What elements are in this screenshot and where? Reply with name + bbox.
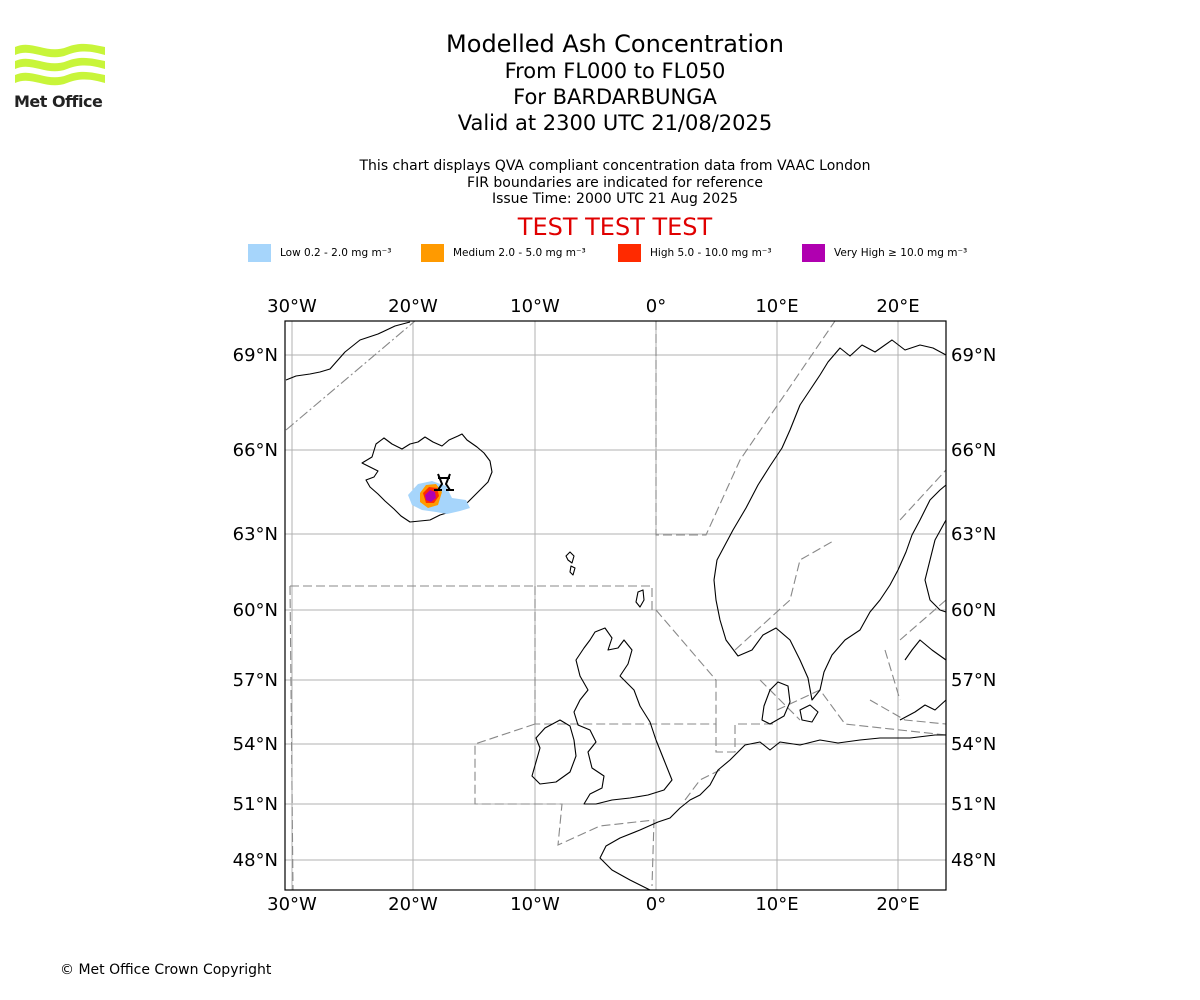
lat-label-66n: 66°N xyxy=(951,440,996,461)
lon-label-20e: 20°E xyxy=(876,296,919,317)
map-gridlines xyxy=(285,321,946,890)
met-office-logo xyxy=(15,43,105,86)
lon-label-20e: 20°E xyxy=(876,894,919,915)
subtitle-valid-time: Valid at 2300 UTC 21/08/2025 xyxy=(457,111,773,135)
subtitle-levels: From FL000 to FL050 xyxy=(504,59,726,83)
lat-label-63n: 63°N xyxy=(233,524,278,545)
lon-label-10e: 10°E xyxy=(755,894,798,915)
lon-label-30w: 30°W xyxy=(267,894,317,915)
legend-label-low: Low 0.2 - 2.0 mg m⁻³ xyxy=(280,247,392,259)
fir-boundaries xyxy=(285,320,947,891)
copyright: © Met Office Crown Copyright xyxy=(60,962,272,978)
volcano-icon xyxy=(434,473,454,491)
lat-label-51n: 51°N xyxy=(951,794,996,815)
subtitle-volcano: For BARDARBUNGA xyxy=(513,85,717,109)
lon-label-10w: 10°W xyxy=(510,296,560,317)
map-frame xyxy=(284,320,947,891)
logo-text: Met Office xyxy=(14,92,103,111)
lat-label-69n: 69°N xyxy=(233,345,278,366)
lon-label-0: 0° xyxy=(646,296,666,317)
info-block: This chart displays QVA compliant concen… xyxy=(315,158,915,208)
lon-labels-bottom: 30°W 20°W 10°W 0° 10°E 20°E xyxy=(267,894,919,915)
page-title: Modelled Ash Concentration xyxy=(446,30,784,58)
legend: Low 0.2 - 2.0 mg m⁻³ Medium 2.0 - 5.0 mg… xyxy=(0,244,1200,264)
lat-labels-right: 69°N 66°N 63°N 60°N 57°N 54°N 51°N 48°N xyxy=(951,345,996,871)
lon-label-10w: 10°W xyxy=(510,894,560,915)
lat-labels-left: 69°N 66°N 63°N 60°N 57°N 54°N 51°N 48°N xyxy=(233,345,278,871)
legend-swatch-medium xyxy=(421,244,444,262)
lon-label-20w: 20°W xyxy=(388,296,438,317)
legend-label-very-high: Very High ≥ 10.0 mg m⁻³ xyxy=(834,247,968,259)
lon-label-20w: 20°W xyxy=(388,894,438,915)
lat-label-48n: 48°N xyxy=(951,850,996,871)
legend-swatch-high xyxy=(618,244,641,262)
info-line-fir: FIR boundaries are indicated for referen… xyxy=(467,174,763,191)
lon-label-10e: 10°E xyxy=(755,296,798,317)
lat-label-54n: 54°N xyxy=(951,734,996,755)
lat-label-69n: 69°N xyxy=(951,345,996,366)
legend-item-medium: Medium 2.0 - 5.0 mg m⁻³ xyxy=(421,244,586,262)
lat-label-54n: 54°N xyxy=(233,734,278,755)
lon-label-30w: 30°W xyxy=(267,296,317,317)
lon-label-0: 0° xyxy=(646,894,666,915)
legend-item-low: Low 0.2 - 2.0 mg m⁻³ xyxy=(248,244,391,262)
test-banner: TEST TEST TEST xyxy=(517,213,713,241)
ash-contours xyxy=(408,481,470,514)
lat-label-48n: 48°N xyxy=(233,850,278,871)
ash-very-high xyxy=(425,490,436,502)
lat-label-57n: 57°N xyxy=(233,670,278,691)
legend-label-high: High 5.0 - 10.0 mg m⁻³ xyxy=(650,247,772,259)
info-line-qva: This chart displays QVA compliant concen… xyxy=(359,158,871,174)
lat-label-63n: 63°N xyxy=(951,524,996,545)
coastlines xyxy=(285,321,947,891)
legend-item-very-high: Very High ≥ 10.0 mg m⁻³ xyxy=(802,244,967,262)
lat-label-60n: 60°N xyxy=(951,600,996,621)
lat-label-66n: 66°N xyxy=(233,440,278,461)
legend-swatch-low xyxy=(248,244,271,262)
title-block: Modelled Ash Concentration From FL000 to… xyxy=(315,30,915,136)
legend-label-medium: Medium 2.0 - 5.0 mg m⁻³ xyxy=(453,247,586,259)
legend-swatch-very-high xyxy=(802,244,825,262)
info-line-issue-time: Issue Time: 2000 UTC 21 Aug 2025 xyxy=(491,191,739,207)
lon-labels-top: 30°W 20°W 10°W 0° 10°E 20°E xyxy=(267,296,919,317)
lat-label-60n: 60°N xyxy=(233,600,278,621)
lat-label-51n: 51°N xyxy=(233,794,278,815)
legend-item-high: High 5.0 - 10.0 mg m⁻³ xyxy=(618,244,772,262)
lat-label-57n: 57°N xyxy=(951,670,996,691)
